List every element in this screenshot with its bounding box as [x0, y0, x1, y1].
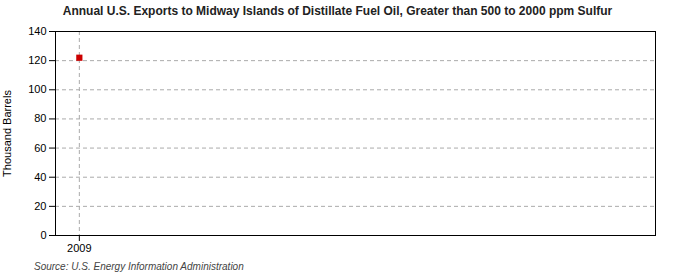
svg-text:Thousand Barrels: Thousand Barrels [1, 90, 13, 177]
svg-text:40: 40 [34, 171, 46, 183]
svg-text:60: 60 [34, 142, 46, 154]
svg-text:0: 0 [40, 229, 46, 241]
svg-text:80: 80 [34, 112, 46, 124]
svg-text:140: 140 [28, 25, 46, 37]
svg-text:120: 120 [28, 54, 46, 66]
svg-text:100: 100 [28, 83, 46, 95]
html-text:Source: U.S. Energy Informatio: Source: U.S. Energy Information Administ… [34, 261, 244, 272]
html-text:Annual U.S. Exports to Midway: Annual U.S. Exports to Midway Islands of… [62, 4, 613, 18]
svg-text:2009: 2009 [67, 242, 91, 254]
svg-text:20: 20 [34, 200, 46, 212]
